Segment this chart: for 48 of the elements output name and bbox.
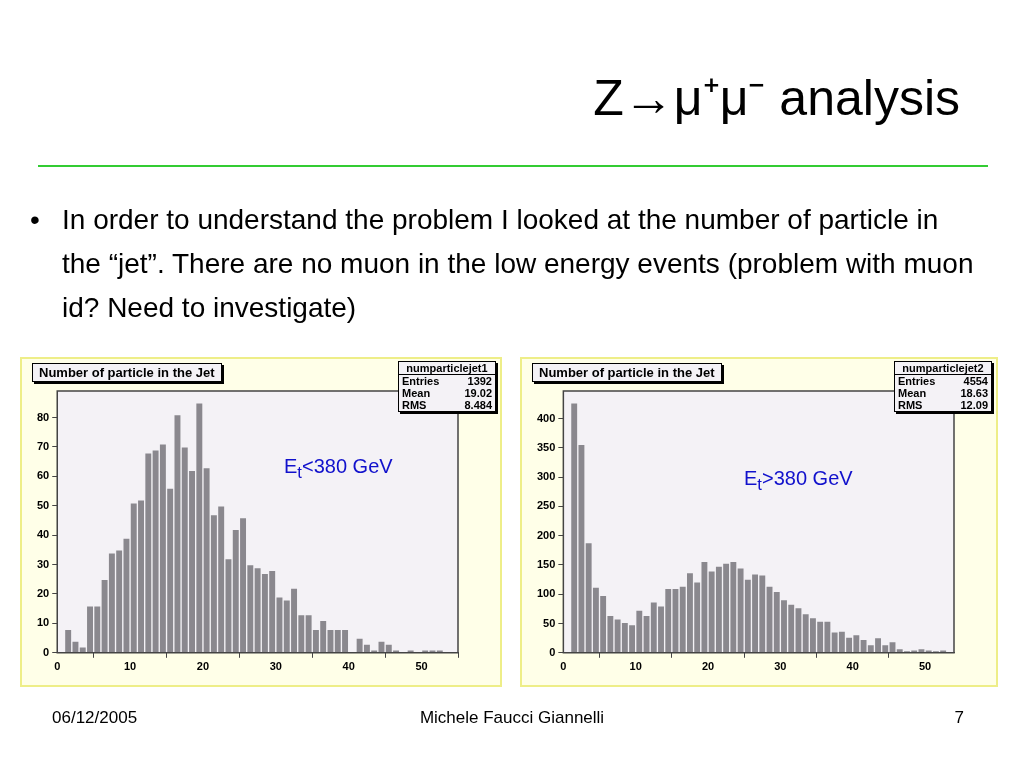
text: In order to understand the problem I looked at the number of particle in the “jet”. There are no muon in the low energy events (problem with muon id? Need to investigate)	[62, 204, 974, 323]
y-tick-label: 0	[43, 645, 50, 658]
text: RMS 8.484	[402, 399, 492, 411]
text: Michele Faucci Giannelli	[418, 708, 606, 728]
x-tick-label: 20	[701, 660, 715, 673]
y-tick-label: 200	[536, 528, 556, 541]
y-tick-label: 30	[36, 557, 50, 570]
x-tick-label: 20	[196, 660, 210, 673]
x-tick-label: 50	[918, 660, 932, 673]
y-tick-label: 300	[536, 470, 556, 483]
x-tick-label: 30	[774, 660, 787, 673]
chart-title: Number of particle in the Jet	[532, 363, 722, 382]
y-tick-label: 100	[536, 587, 556, 600]
y-tick-label: 0	[549, 645, 556, 658]
text: 7	[954, 708, 964, 728]
chart-title: Number of particle in the Jet	[32, 363, 222, 382]
y-tick-label: 250	[536, 499, 556, 512]
y-tick-label: 20	[36, 587, 50, 599]
text: Mean 18.63	[898, 387, 988, 399]
y-tick-label: 50	[36, 498, 50, 511]
x-tick-label: 50	[415, 660, 428, 673]
x-tick-label: 0	[54, 660, 61, 673]
text: 06/12/2005	[52, 708, 138, 728]
text: numparticlejet2	[895, 362, 991, 375]
x-tick-label: 40	[342, 660, 355, 673]
y-tick-label: 150	[536, 557, 556, 570]
text: numparticlejet1	[399, 362, 495, 375]
y-tick-label: 60	[36, 469, 50, 482]
y-tick-label: 50	[543, 616, 556, 629]
x-tick-label: 30	[269, 660, 282, 673]
x-tick-label: 0	[560, 660, 567, 673]
text: Z→μ⁺μ⁻ analysis	[592, 69, 961, 128]
text: Entries 4554	[898, 375, 988, 387]
text: •	[30, 203, 40, 237]
text: Mean 19.02	[402, 387, 492, 399]
y-tick-label: 400	[536, 411, 556, 424]
y-tick-label: 40	[36, 528, 50, 541]
x-tick-label: 10	[629, 660, 642, 673]
x-tick-label: 10	[123, 660, 137, 673]
text: Entries 1392	[402, 375, 492, 387]
x-tick-label: 40	[846, 660, 859, 673]
y-tick-label: 70	[36, 439, 50, 452]
y-tick-label: 350	[536, 440, 556, 453]
annotation: E$_{t}$<380 GeV	[284, 455, 393, 483]
y-tick-label: 80	[36, 410, 50, 423]
y-tick-label: 10	[36, 616, 50, 629]
annotation: E$_{t}$>380 GeV	[744, 467, 853, 495]
text: RMS 12.09	[898, 399, 988, 411]
